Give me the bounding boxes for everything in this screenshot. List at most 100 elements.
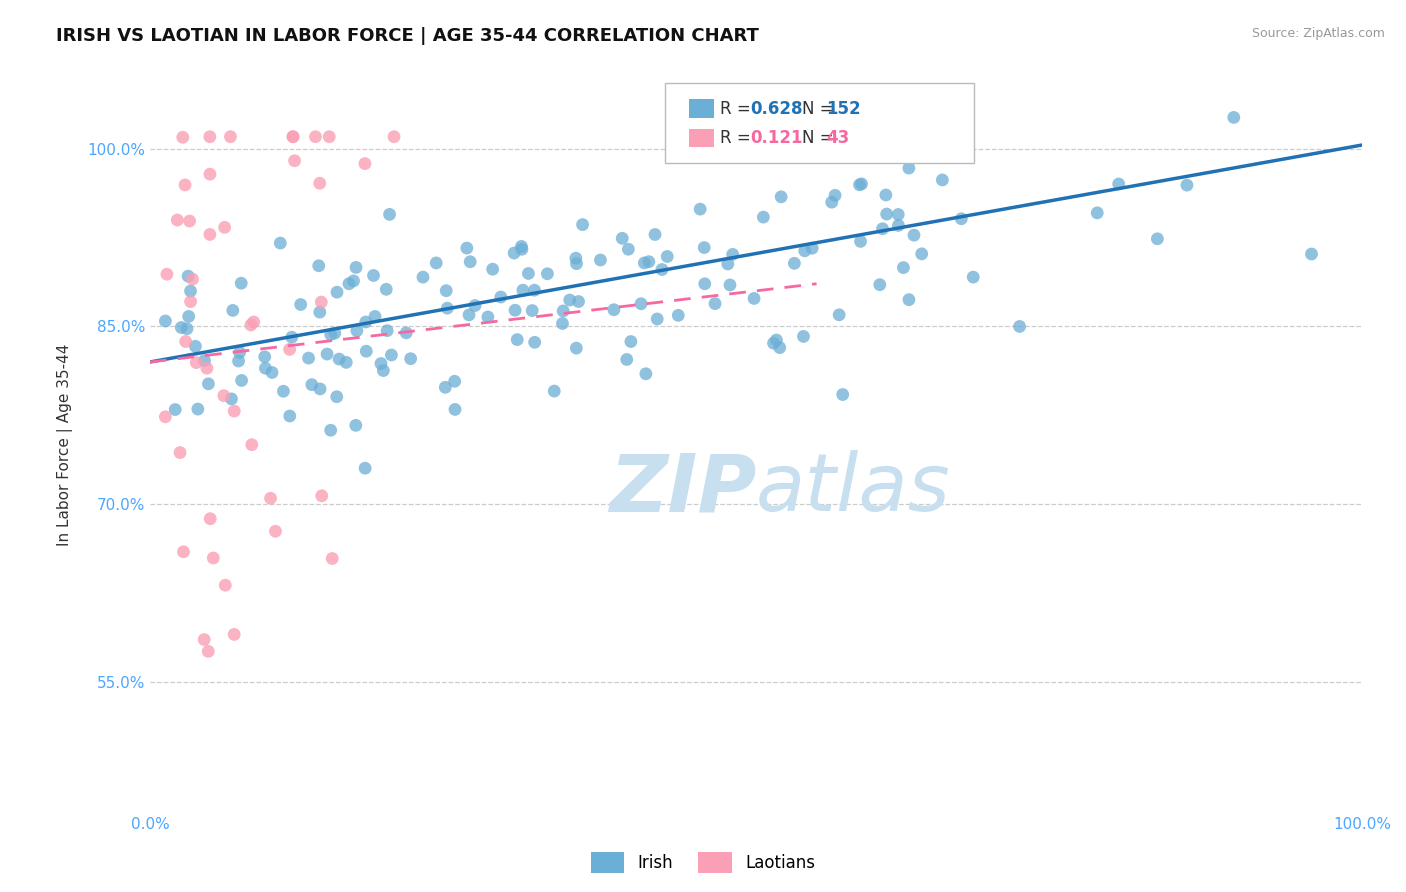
Text: 0.628: 0.628: [749, 100, 803, 118]
Point: [769, 341, 792, 355]
Point: [551, 317, 574, 331]
Point: [231, 374, 253, 388]
Point: [346, 324, 368, 338]
Point: [962, 270, 984, 285]
Point: [444, 402, 467, 417]
Point: [253, 350, 276, 364]
Point: [354, 156, 377, 170]
Point: [186, 355, 208, 369]
Point: [762, 336, 785, 351]
Point: [354, 315, 377, 329]
Point: [193, 353, 215, 368]
Point: [240, 438, 263, 452]
Point: [221, 392, 243, 406]
Point: [567, 294, 589, 309]
Point: [425, 256, 447, 270]
Point: [921, 150, 943, 164]
Point: [869, 277, 891, 292]
Point: [824, 188, 846, 202]
Point: [278, 409, 301, 423]
Point: [510, 239, 533, 253]
Point: [311, 295, 333, 310]
Point: [198, 227, 221, 242]
Point: [224, 627, 246, 641]
Point: [170, 320, 193, 334]
Point: [195, 361, 218, 376]
Point: [259, 491, 281, 506]
Point: [180, 294, 202, 309]
Point: [644, 227, 666, 242]
Point: [197, 644, 219, 658]
Point: [382, 129, 405, 144]
Point: [887, 207, 910, 221]
Point: [616, 352, 638, 367]
Point: [184, 339, 207, 353]
Point: [704, 296, 727, 310]
Point: [481, 262, 503, 277]
Point: [436, 301, 458, 315]
Point: [354, 344, 377, 359]
Point: [284, 153, 307, 168]
Point: [344, 260, 367, 275]
Point: [308, 259, 330, 273]
Point: [851, 177, 873, 191]
Point: [512, 283, 534, 297]
Point: [239, 318, 262, 332]
Point: [264, 524, 287, 539]
Point: [589, 252, 612, 267]
Point: [630, 297, 652, 311]
Point: [198, 129, 221, 144]
Y-axis label: In Labor Force | Age 35-44: In Labor Force | Age 35-44: [58, 343, 73, 546]
Point: [1085, 206, 1108, 220]
Point: [228, 345, 250, 359]
Point: [399, 351, 422, 366]
Text: ZIP: ZIP: [609, 450, 756, 528]
Point: [155, 314, 177, 328]
Point: [523, 335, 546, 350]
Point: [342, 274, 364, 288]
Point: [309, 382, 332, 396]
Point: [321, 551, 343, 566]
Point: [506, 333, 529, 347]
Point: [177, 310, 200, 324]
Point: [458, 254, 481, 268]
Text: Source: ZipAtlas.com: Source: ZipAtlas.com: [1251, 27, 1385, 40]
Point: [354, 461, 377, 475]
Point: [335, 355, 357, 369]
Point: [297, 351, 319, 365]
Point: [311, 489, 333, 503]
Point: [412, 270, 434, 285]
Point: [156, 267, 179, 281]
Point: [848, 178, 870, 192]
Point: [617, 242, 640, 256]
Text: 43: 43: [827, 129, 849, 147]
Point: [793, 244, 815, 258]
Point: [553, 304, 575, 318]
Point: [328, 352, 350, 367]
Point: [875, 188, 897, 202]
Point: [281, 129, 304, 144]
Point: [180, 284, 202, 298]
Point: [464, 299, 486, 313]
Point: [1008, 319, 1031, 334]
Point: [950, 211, 973, 226]
Point: [831, 387, 853, 401]
Point: [1146, 232, 1168, 246]
Text: 152: 152: [827, 100, 860, 118]
Point: [169, 445, 191, 459]
Point: [558, 293, 581, 307]
Point: [166, 213, 188, 227]
Point: [242, 315, 264, 329]
Point: [770, 190, 793, 204]
Legend: Irish, Laotians: Irish, Laotians: [585, 846, 821, 880]
Point: [174, 178, 197, 192]
Text: 0.121: 0.121: [749, 129, 803, 147]
Point: [603, 302, 626, 317]
Point: [1175, 178, 1198, 193]
Point: [174, 334, 197, 349]
Point: [219, 129, 242, 144]
Point: [373, 363, 395, 377]
Point: [172, 545, 194, 559]
Point: [897, 293, 920, 307]
Point: [281, 129, 304, 144]
